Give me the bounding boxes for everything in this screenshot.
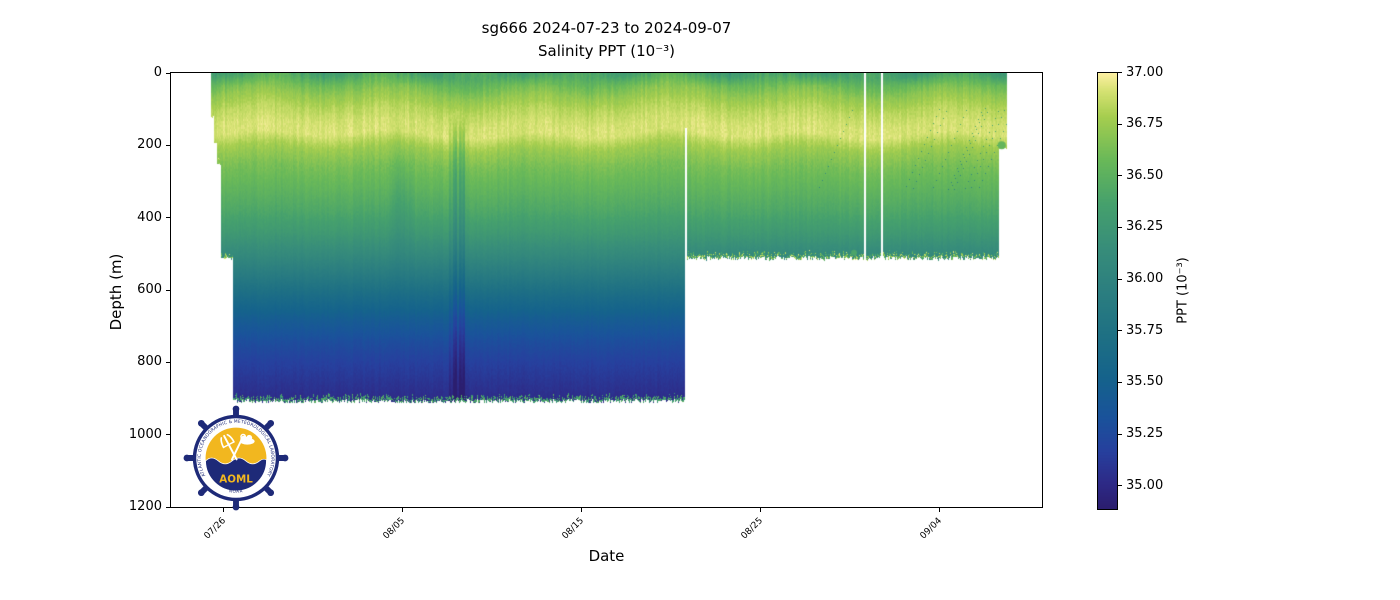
colorbar-tick (1118, 72, 1122, 73)
colorbar-tick (1118, 123, 1122, 125)
colorbar-tick-label: 36.00 (1126, 271, 1164, 287)
colorbar (1097, 72, 1118, 510)
x-tick (581, 508, 583, 512)
x-tick (760, 508, 762, 512)
logo-org-text: AOML (219, 474, 253, 486)
x-axis-label: Date (588, 547, 625, 565)
colorbar-tick-label: 35.50 (1126, 374, 1164, 390)
colorbar-tick (1118, 433, 1122, 435)
x-tick (402, 508, 404, 512)
colorbar-tick-label: 36.50 (1126, 167, 1164, 183)
colorbar-tick (1118, 485, 1122, 487)
x-tick-label: 08/05 (381, 516, 407, 542)
y-tick (166, 506, 170, 508)
x-tick (223, 508, 225, 512)
y-tick (166, 361, 170, 363)
y-tick (166, 289, 170, 291)
y-tick (166, 434, 170, 436)
y-tick-label: 1000 (128, 426, 162, 442)
colorbar-tick-label: 36.25 (1126, 219, 1164, 235)
salinity-heatmap-canvas (171, 73, 1042, 507)
x-tick-label: 08/25 (739, 516, 765, 542)
colorbar-tick (1118, 278, 1122, 280)
x-tick-label: 08/15 (560, 516, 586, 542)
svg-text:NOAA: NOAA (229, 488, 244, 494)
x-tick-label: 09/04 (918, 516, 945, 542)
colorbar-label: PPT (10⁻³) (1175, 257, 1191, 324)
colorbar-tick-label: 35.25 (1126, 426, 1164, 442)
colorbar-tick (1118, 330, 1122, 332)
colorbar-tick (1118, 175, 1122, 177)
y-tick-label: 800 (137, 354, 162, 370)
y-tick-label: 600 (137, 282, 162, 297)
logo-sea-waves (205, 457, 267, 492)
x-tick (939, 508, 941, 512)
y-tick (166, 72, 170, 74)
plot-area (170, 72, 1043, 508)
chart-subtitle: Salinity PPT (10⁻³) (538, 42, 675, 60)
colorbar-tick-label: 35.75 (1126, 322, 1164, 338)
colorbar-tick-label: 37.00 (1126, 64, 1164, 80)
y-tick-label: 1200 (128, 499, 162, 514)
y-tick-label: 0 (153, 65, 162, 80)
y-tick (166, 217, 170, 219)
y-axis-label: Depth (m) (107, 253, 125, 331)
cloud-icon (239, 434, 255, 445)
x-tick-label: 07/26 (202, 516, 228, 542)
y-tick (166, 144, 170, 146)
chart-title: sg666 2024-07-23 to 2024-09-07 (481, 19, 732, 37)
y-tick-label: 200 (137, 137, 162, 153)
colorbar-tick (1118, 226, 1122, 228)
colorbar-tick (1118, 381, 1122, 383)
y-tick-label: 400 (137, 209, 162, 225)
colorbar-tick-label: 35.00 (1126, 477, 1164, 493)
aoml-logo: AOML ATLANTIC OCEANOGRAPHIC & METEOROLOG… (183, 405, 289, 511)
colorbar-gradient-canvas (1098, 73, 1117, 509)
logo-noaa-text: NOAA (229, 488, 243, 494)
colorbar-tick-label: 36.75 (1126, 116, 1164, 132)
